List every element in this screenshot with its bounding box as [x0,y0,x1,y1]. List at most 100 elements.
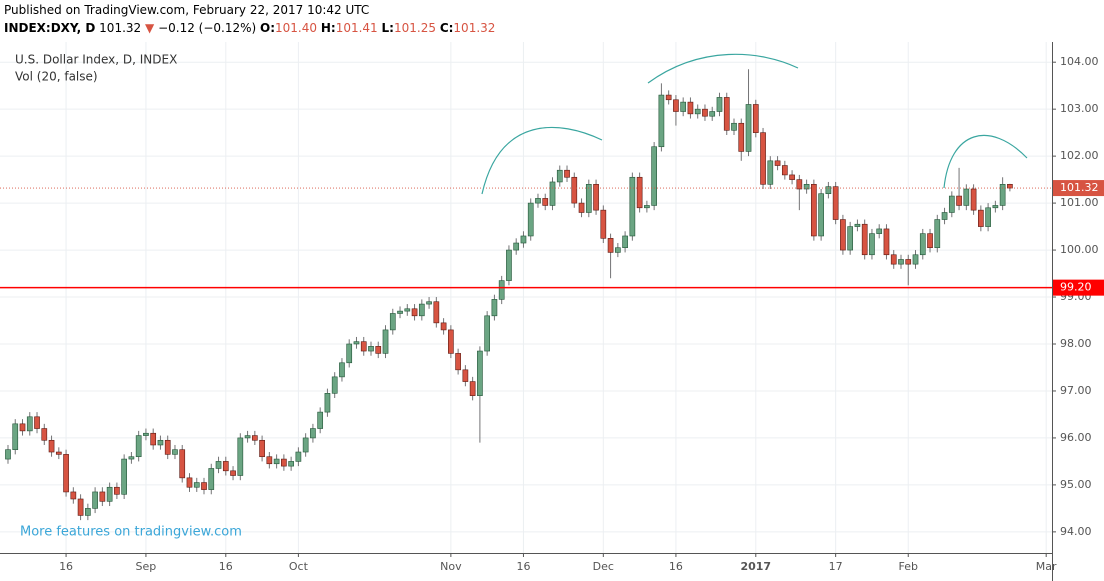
candle-body [803,184,810,190]
candle-body [63,454,69,493]
candle-body [854,223,861,227]
candle-body [41,428,48,441]
candle-body [331,376,338,394]
y-tick-label: 96.00 [1060,431,1092,444]
price: 101.32 [99,21,142,35]
candle-body [956,195,962,206]
candle-body [150,432,157,446]
candle-body [259,439,265,458]
candle-body [346,343,353,364]
annotations [481,53,1028,195]
candle-body [237,437,244,476]
candle-body [556,169,563,183]
candle-body [941,212,948,220]
candle-body [723,97,730,131]
candle-body [999,184,1006,206]
candle-body [114,486,120,495]
chart: U.S. Dollar Index, D, INDEX Vol (20, fal… [0,42,1104,581]
candle-body [883,228,890,256]
price-tag-label: 101.32 [1060,181,1099,194]
candle-body [5,449,11,460]
y-tick-label: 104.00 [1060,55,1099,68]
x-tick-label: 16 [59,560,73,573]
candle-body [600,209,607,239]
grid [0,42,1052,553]
candle-body [164,439,171,455]
candle-body [607,238,614,253]
candle-body [948,195,955,213]
candle-body [92,491,98,509]
candle-body [934,219,941,249]
candle-body [912,254,919,265]
candle-body [651,146,657,206]
y-tick-label: 94.00 [1060,525,1092,538]
candle-body [193,482,200,488]
candle-body [128,456,135,460]
candle-body [186,477,193,488]
candle-body [542,198,549,206]
ohlc-label: H: [320,21,336,35]
candle-body [629,176,636,237]
candle-body [898,259,904,265]
candle-body [506,249,512,281]
y-tick-label: 95.00 [1060,478,1092,491]
candle-body [694,108,701,115]
symbol-line: INDEX:DXY, D 101.32 ▼ −0.12 (−0.12%) O:1… [4,21,495,35]
candle-body [310,428,316,439]
candle-body [179,449,186,479]
candle-body [919,233,926,256]
candle-body [77,498,84,516]
candle-body [302,437,309,453]
candle-body [70,491,77,500]
candle-body [760,132,766,185]
candle-body [636,176,643,209]
candle-body [121,458,127,495]
candle-body [26,416,33,432]
candle-body [985,207,991,227]
candle-body [157,439,164,446]
plot [0,69,1052,521]
candle-body [382,329,389,354]
candle-body [927,233,933,249]
ohlc-value: 101.25 [393,21,436,35]
ohlc-label: L: [381,21,394,35]
candle-body [143,432,149,436]
published-note: Published on TradingView.com, February 2… [4,3,370,17]
x-tick-label: 16 [669,560,683,573]
candle-body [709,111,716,117]
candle-body [251,435,258,441]
candle-body [644,205,650,209]
candle-body [230,470,236,476]
candle-body [970,188,977,211]
candle-body [339,362,345,378]
candle-body [687,101,694,115]
candle-body [172,449,178,455]
legend-volume: Vol (20, false) [15,70,98,84]
candle-body [418,303,425,317]
candle-body [455,353,461,371]
candle-body [353,341,360,345]
price-tag-label: 99.20 [1060,281,1092,294]
candle-body [825,186,832,195]
candle-body [832,186,839,220]
candle-body [658,94,665,148]
candle-body [890,254,897,265]
candle-body [34,416,40,429]
candle-body [281,458,287,467]
candle-body [673,99,679,112]
candle-body [869,233,875,256]
candle-body [571,176,578,204]
y-tick-label: 101.00 [1060,196,1099,209]
candle-body [731,122,737,131]
candle-body [477,350,483,396]
candle-body [462,369,469,382]
candle-body [222,461,229,472]
arc [647,53,799,84]
candle-body [615,247,621,253]
candle-body [876,228,883,234]
candle-body [266,456,273,465]
candle-body [535,198,541,204]
candle-body [19,423,26,432]
candle-body [244,435,251,439]
arc [943,134,1028,189]
